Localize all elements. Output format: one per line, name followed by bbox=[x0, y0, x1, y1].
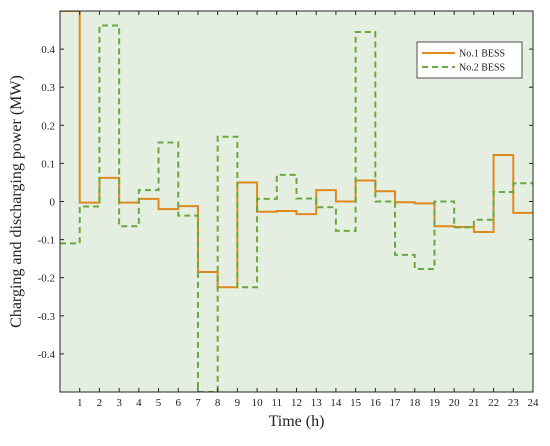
x-tick-label: 12 bbox=[291, 397, 302, 409]
x-tick-label: 8 bbox=[215, 397, 221, 409]
x-tick-label: 20 bbox=[449, 397, 461, 409]
y-tick-label: 0.3 bbox=[41, 82, 55, 94]
x-tick-label: 2 bbox=[97, 397, 103, 409]
x-tick-label: 3 bbox=[116, 397, 122, 409]
y-axis-title: Charging and discharging power (MW) bbox=[8, 75, 25, 328]
x-tick-label: 23 bbox=[508, 397, 520, 409]
legend-box bbox=[416, 41, 523, 79]
x-tick-label: 17 bbox=[390, 397, 402, 409]
x-tick-label: 13 bbox=[311, 397, 323, 409]
legend-entry-1: No.1 BESS bbox=[459, 49, 505, 60]
x-tick-label: 5 bbox=[156, 397, 162, 409]
y-tick-label: -0.4 bbox=[38, 349, 56, 361]
legend-entry-2: No.2 BESS bbox=[459, 63, 505, 74]
x-tick-label: 6 bbox=[176, 397, 182, 409]
y-tick-label: -0.2 bbox=[38, 273, 55, 285]
x-tick-label: 21 bbox=[468, 397, 479, 409]
x-tick-label: 11 bbox=[271, 397, 282, 409]
y-tick-label: 0.1 bbox=[41, 158, 55, 170]
x-tick-label: 7 bbox=[195, 397, 201, 409]
x-tick-label: 14 bbox=[330, 397, 342, 409]
x-tick-label: 16 bbox=[370, 397, 382, 409]
x-tick-label: 10 bbox=[252, 397, 264, 409]
x-tick-label: 15 bbox=[350, 397, 362, 409]
y-tick-label: 0 bbox=[50, 197, 56, 209]
y-tick-label: 0.2 bbox=[41, 120, 55, 132]
legend: No.1 BESS No.2 BESS bbox=[416, 41, 523, 79]
x-tick-label: 19 bbox=[429, 397, 441, 409]
x-tick-label: 1 bbox=[77, 397, 83, 409]
y-tick-label: -0.1 bbox=[38, 235, 55, 247]
x-tick-label: 4 bbox=[136, 397, 142, 409]
x-axis-title: Time (h) bbox=[269, 413, 325, 430]
y-tick-label: -0.3 bbox=[38, 311, 56, 323]
y-tick-label: 0.4 bbox=[41, 44, 55, 56]
x-tick-label: 24 bbox=[528, 397, 540, 409]
x-tick-label: 22 bbox=[488, 397, 499, 409]
x-tick-label: 9 bbox=[235, 397, 241, 409]
x-tick-label: 18 bbox=[409, 397, 421, 409]
